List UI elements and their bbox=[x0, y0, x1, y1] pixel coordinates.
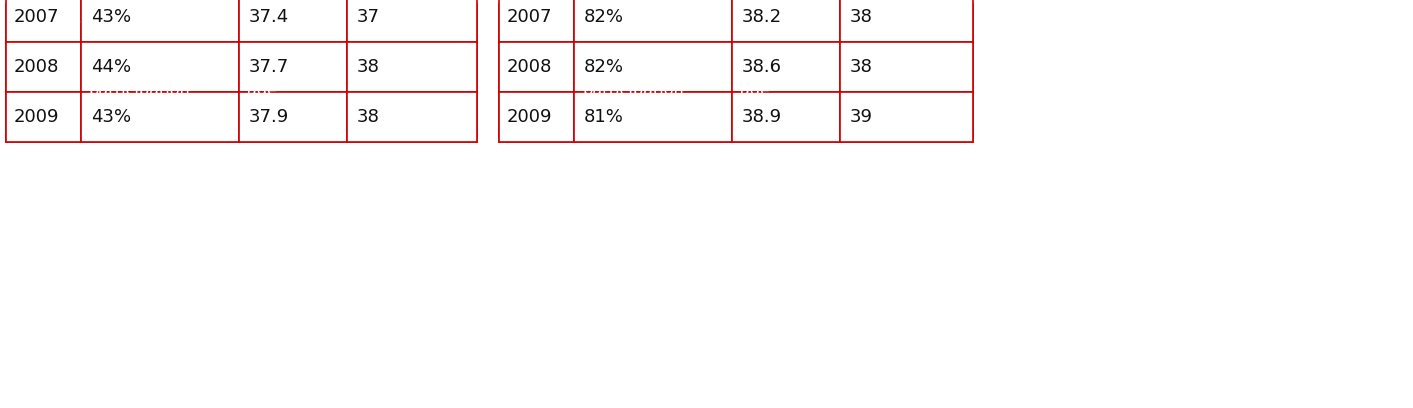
Text: 2007: 2007 bbox=[507, 8, 552, 26]
Text: Labor  force
participation
rate: Labor force participation rate bbox=[89, 66, 191, 116]
Bar bbox=[499, 42, 574, 92]
Text: Labor  force
participation
rate: Labor force participation rate bbox=[582, 66, 684, 116]
Text: Median  age
(Years): Median age (Years) bbox=[355, 75, 454, 107]
Bar bbox=[732, 40, 839, 142]
Text: 38: 38 bbox=[851, 58, 873, 76]
Text: 38.9: 38.9 bbox=[742, 108, 783, 126]
Bar bbox=[499, 4, 974, 40]
Text: 37.7: 37.7 bbox=[249, 58, 290, 76]
Text: 2007: 2007 bbox=[14, 8, 59, 26]
Bar bbox=[499, 0, 574, 42]
Bar bbox=[81, 40, 239, 142]
Text: 37: 37 bbox=[357, 8, 380, 26]
Bar bbox=[239, 42, 348, 92]
Bar bbox=[499, 40, 574, 142]
Text: Mean
age
(Years): Mean age (Years) bbox=[247, 66, 302, 116]
Text: 2008: 2008 bbox=[14, 58, 59, 76]
Text: Mean
age
(Years): Mean age (Years) bbox=[740, 66, 796, 116]
Bar bbox=[839, 40, 974, 142]
Text: 38: 38 bbox=[851, 8, 873, 26]
Bar bbox=[732, 0, 839, 42]
Text: Men: Men bbox=[509, 12, 552, 32]
Bar bbox=[574, 40, 732, 142]
Bar bbox=[81, 0, 239, 42]
Bar bbox=[574, 0, 732, 42]
Bar bbox=[6, 0, 81, 42]
Bar bbox=[348, 42, 478, 92]
Text: 82%: 82% bbox=[584, 58, 625, 76]
Text: 38: 38 bbox=[357, 108, 380, 126]
Bar bbox=[6, 40, 81, 142]
Bar bbox=[839, 0, 974, 42]
Bar bbox=[239, 0, 348, 42]
Bar bbox=[839, 92, 974, 142]
Bar bbox=[6, 4, 478, 40]
Bar bbox=[839, 42, 974, 92]
Text: 43%: 43% bbox=[90, 108, 131, 126]
Text: 39: 39 bbox=[851, 108, 873, 126]
Text: Women: Women bbox=[16, 12, 95, 32]
Text: 43%: 43% bbox=[90, 8, 131, 26]
Bar bbox=[348, 92, 478, 142]
Text: Median  age
(Years): Median age (Years) bbox=[848, 75, 947, 107]
Text: 38.6: 38.6 bbox=[742, 58, 781, 76]
Bar bbox=[574, 92, 732, 142]
Bar bbox=[348, 40, 478, 142]
Text: 2009: 2009 bbox=[507, 108, 552, 126]
Text: 38: 38 bbox=[357, 58, 380, 76]
Bar bbox=[732, 42, 839, 92]
Bar bbox=[81, 92, 239, 142]
Text: 44%: 44% bbox=[90, 58, 131, 76]
Bar bbox=[239, 92, 348, 142]
Bar bbox=[348, 0, 478, 42]
Bar bbox=[81, 42, 239, 92]
Text: 82%: 82% bbox=[584, 8, 625, 26]
Bar bbox=[574, 42, 732, 92]
Text: 37.4: 37.4 bbox=[249, 8, 290, 26]
Text: 2008: 2008 bbox=[507, 58, 552, 76]
Text: 38.2: 38.2 bbox=[742, 8, 783, 26]
Bar bbox=[6, 42, 81, 92]
Text: 2009: 2009 bbox=[14, 108, 59, 126]
Bar bbox=[499, 92, 574, 142]
Bar bbox=[239, 40, 348, 142]
Bar bbox=[732, 92, 839, 142]
Text: 37.9: 37.9 bbox=[249, 108, 290, 126]
Text: 81%: 81% bbox=[584, 108, 625, 126]
Bar bbox=[6, 92, 81, 142]
